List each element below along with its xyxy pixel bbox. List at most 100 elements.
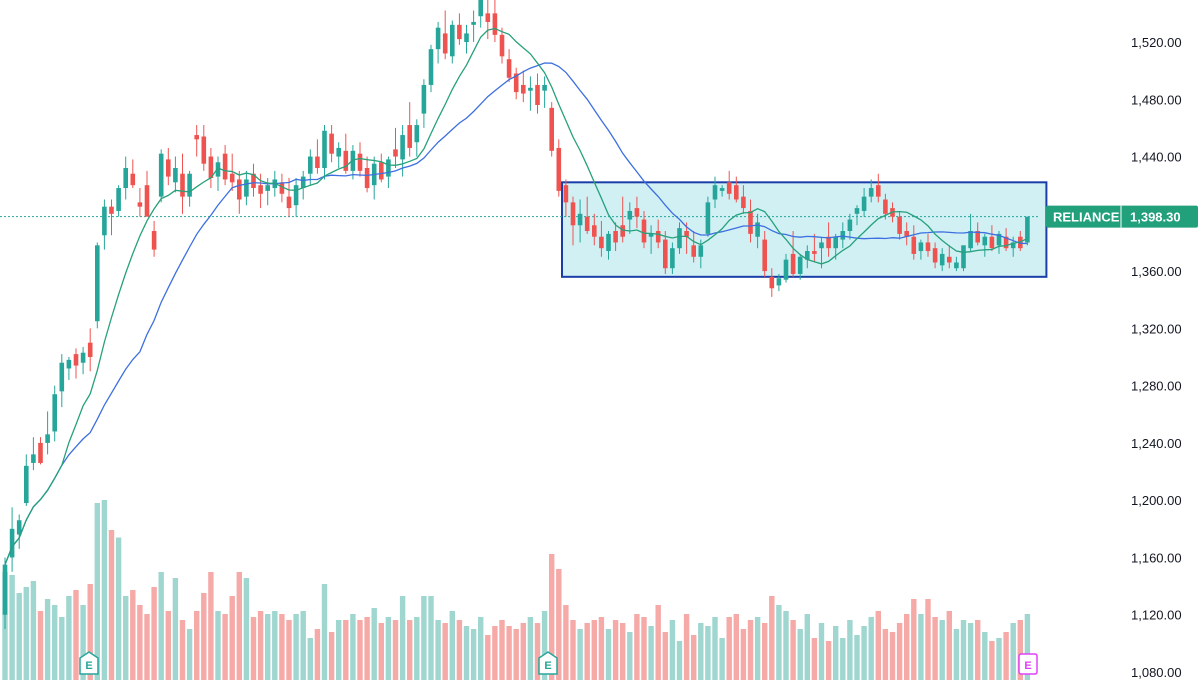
volume-bar [194, 611, 200, 680]
candle [528, 76, 533, 111]
candle-body [16, 520, 22, 535]
candle [279, 173, 285, 203]
candle [52, 385, 57, 442]
candle-body [542, 84, 547, 91]
volume-bar [783, 611, 789, 680]
candle [2, 557, 8, 630]
volume-bar [1003, 632, 1009, 680]
candle-body [826, 236, 831, 249]
y-tick-label: 1,440.00 [1131, 150, 1182, 165]
candle-body [563, 185, 569, 203]
candle-body [861, 196, 867, 211]
volume-bar [804, 614, 810, 680]
candle [329, 125, 334, 163]
candle [954, 256, 959, 272]
volume-bar [868, 617, 874, 680]
candle-body [918, 242, 924, 252]
candle [776, 273, 782, 292]
volume-bar [925, 599, 931, 680]
candle [428, 44, 434, 93]
candle-body [73, 354, 79, 366]
candle-body [790, 253, 796, 274]
volume-bar [577, 629, 583, 680]
candle-body [762, 239, 767, 272]
candle-body [229, 173, 235, 183]
volume-bar [87, 584, 93, 680]
candle-body [66, 359, 72, 369]
volume-bar [123, 596, 129, 680]
candle-body [783, 259, 789, 280]
candle [80, 346, 86, 375]
candle-body [939, 253, 945, 266]
candle [237, 170, 242, 214]
candle-body [883, 199, 888, 214]
candle [95, 242, 100, 329]
candle-body [876, 185, 881, 197]
consolidation-range-box[interactable] [561, 181, 1048, 278]
candle-body [428, 49, 434, 85]
candle [251, 163, 256, 197]
volume-bar [272, 611, 278, 680]
volume-bar [392, 620, 399, 680]
volume-bar [478, 617, 484, 680]
volume-bar [541, 611, 548, 680]
candle-body [109, 206, 114, 214]
candle [577, 199, 583, 243]
volume-bar [37, 611, 44, 680]
candle-body [31, 454, 36, 463]
candle-body [677, 228, 682, 249]
volume-bar [556, 569, 562, 680]
earnings-marker[interactable]: E [538, 651, 558, 675]
candle-body [151, 231, 157, 250]
candle [769, 268, 775, 297]
volume-bar [151, 587, 157, 680]
candle-body [208, 156, 214, 179]
volume-bar [172, 578, 179, 680]
volume-bar [257, 611, 264, 680]
earnings-marker[interactable]: E [1018, 653, 1038, 675]
candle [1025, 216, 1030, 246]
candle [1003, 228, 1009, 252]
candle [464, 24, 469, 54]
candle [925, 233, 931, 257]
candle [542, 76, 547, 108]
candle-body [1010, 242, 1016, 249]
volume-bar [605, 629, 612, 680]
candle [215, 156, 221, 191]
candle [911, 225, 917, 260]
volume-bar [705, 626, 711, 680]
candle-body [705, 202, 711, 234]
y-tick-label: 1,160.00 [1131, 550, 1182, 565]
candle [826, 222, 831, 257]
volume-bar [627, 632, 633, 680]
volume-bar [321, 584, 328, 680]
candle-body [400, 135, 405, 160]
candle [592, 213, 597, 246]
volume-bar [30, 581, 37, 680]
candle [790, 231, 796, 277]
volume-bar [101, 500, 108, 680]
candle-body [506, 59, 512, 78]
candle [194, 125, 199, 157]
candle-body [215, 162, 221, 177]
candle [158, 149, 164, 203]
candle [343, 133, 349, 174]
candle [137, 188, 143, 217]
candle-body [194, 135, 199, 140]
candle [31, 437, 36, 471]
candle-body [975, 231, 980, 243]
candle-body [982, 236, 988, 246]
volume-bar [875, 611, 881, 680]
volume-bar [854, 635, 860, 680]
candle-body [464, 33, 469, 42]
candle [229, 153, 235, 191]
candle [450, 20, 455, 64]
earnings-marker[interactable]: E [79, 651, 99, 675]
volume-bar [250, 617, 257, 680]
volume-bar [570, 620, 576, 680]
price-axis[interactable]: 1,520.001,480.001,440.001,400.001,360.00… [1131, 35, 1182, 680]
candle [691, 231, 696, 263]
candle-body [52, 394, 57, 432]
candle [244, 170, 249, 206]
